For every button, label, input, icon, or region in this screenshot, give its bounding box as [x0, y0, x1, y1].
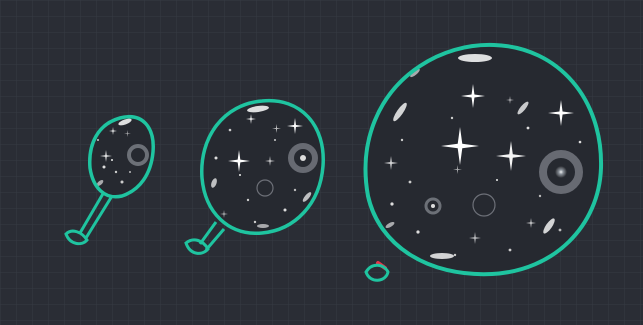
medium-balloon-knot	[184, 238, 210, 255]
large-balloon	[363, 42, 604, 282]
small-balloon-neck	[78, 191, 114, 239]
small-balloon-outline	[88, 115, 155, 199]
small-balloon-knot	[64, 229, 89, 246]
large-balloon-sparkles	[365, 44, 602, 275]
small-balloon	[64, 115, 155, 246]
medium-balloon-neck	[198, 221, 226, 251]
medium-balloon	[184, 98, 325, 255]
large-balloon-outline	[363, 42, 604, 277]
medium-balloon-outline	[200, 98, 325, 235]
large-balloon-knot	[364, 263, 390, 282]
